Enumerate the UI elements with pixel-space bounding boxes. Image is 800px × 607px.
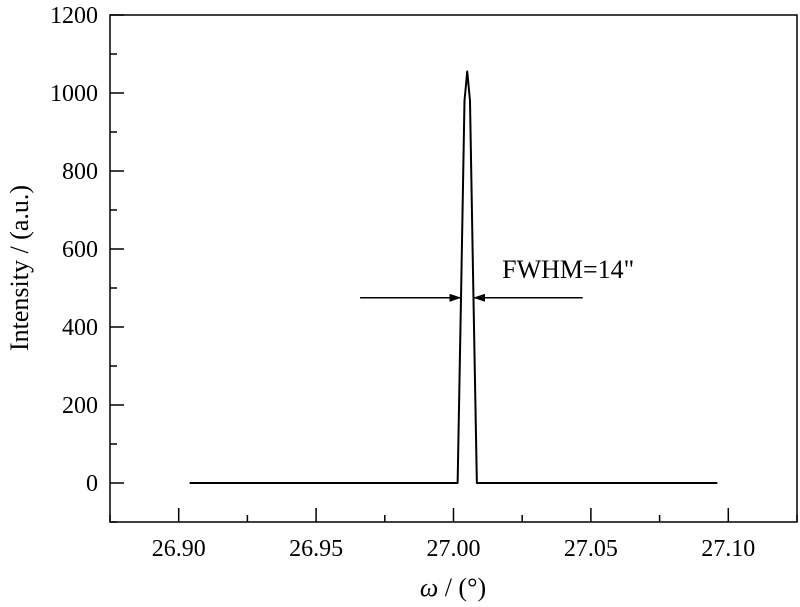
y-axis-label: Intensity / (a.u.) xyxy=(5,185,34,351)
y-tick-label: 0 xyxy=(86,471,98,497)
y-tick-label: 1200 xyxy=(50,3,98,29)
y-tick-label: 400 xyxy=(62,315,98,341)
plot-frame xyxy=(109,14,798,523)
x-axis-label-unit: / (°) xyxy=(438,573,486,602)
x-tick-label: 27.05 xyxy=(564,536,618,562)
x-tick-label: 27.00 xyxy=(427,536,481,562)
y-axis-ticks: 0 200 400 600 800 1000 1200 xyxy=(50,3,124,523)
x-tick-label: 26.90 xyxy=(152,536,206,562)
x-axis-label-symbol: ω xyxy=(420,573,438,602)
y-tick-label: 200 xyxy=(62,393,98,419)
y-tick-label: 600 xyxy=(62,237,98,263)
series-group xyxy=(189,70,718,484)
x-axis-ticks: 26.90 26.95 27.00 27.05 27.10 xyxy=(109,508,798,562)
fwhm-annotation: FWHM=14" xyxy=(360,255,634,302)
fwhm-label: FWHM=14" xyxy=(502,255,634,284)
y-tick-label: 800 xyxy=(62,159,98,185)
x-tick-label: 27.10 xyxy=(701,536,755,562)
x-axis-label: ω / (°) xyxy=(420,573,486,602)
y-tick-label: 1000 xyxy=(50,81,98,107)
x-tick-label: 26.95 xyxy=(289,536,343,562)
series-line xyxy=(189,70,718,484)
